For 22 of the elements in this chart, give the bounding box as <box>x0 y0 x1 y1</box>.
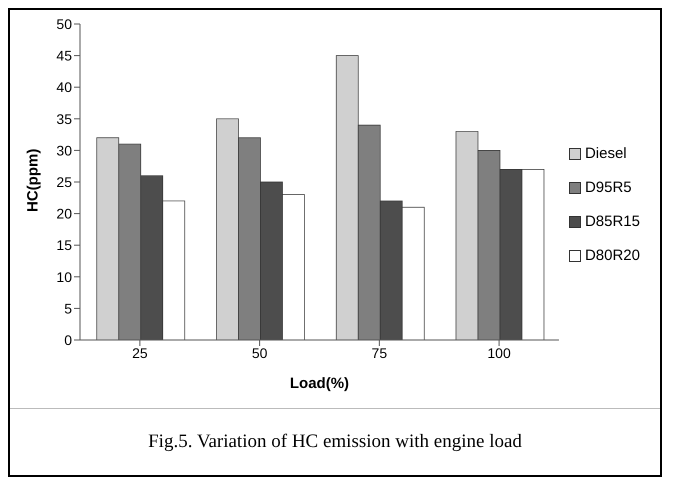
y-tick-label: 25 <box>56 174 72 190</box>
legend-label: Diesel <box>584 144 627 164</box>
y-tick-label: 10 <box>56 268 72 285</box>
y-tick-label: 35 <box>56 110 72 127</box>
x-tick-label: 75 <box>372 344 388 361</box>
x-tick-label: 100 <box>487 344 511 361</box>
y-tick-label: 15 <box>56 237 72 254</box>
y-axis-title: HC(ppm) <box>24 148 42 212</box>
y-tick-label: 50 <box>56 16 72 32</box>
legend-label: D95R5 <box>584 178 632 198</box>
y-tick-label: 20 <box>56 206 72 222</box>
x-axis-title: Load(%) <box>290 375 350 392</box>
x-tick-label: 25 <box>132 344 148 361</box>
y-tick-label: 45 <box>56 48 72 64</box>
x-tick-label: 50 <box>252 344 268 361</box>
y-tick-label: 40 <box>56 79 72 96</box>
legend-label: D80R20 <box>584 246 640 266</box>
y-tick-label: 0 <box>64 332 72 348</box>
y-tick-label: 5 <box>64 300 72 316</box>
caption: Fig.5. Variation of HC emission with engine load <box>147 431 523 453</box>
y-tick-label: 30 <box>56 142 72 158</box>
legend-label: D85R15 <box>584 212 640 232</box>
